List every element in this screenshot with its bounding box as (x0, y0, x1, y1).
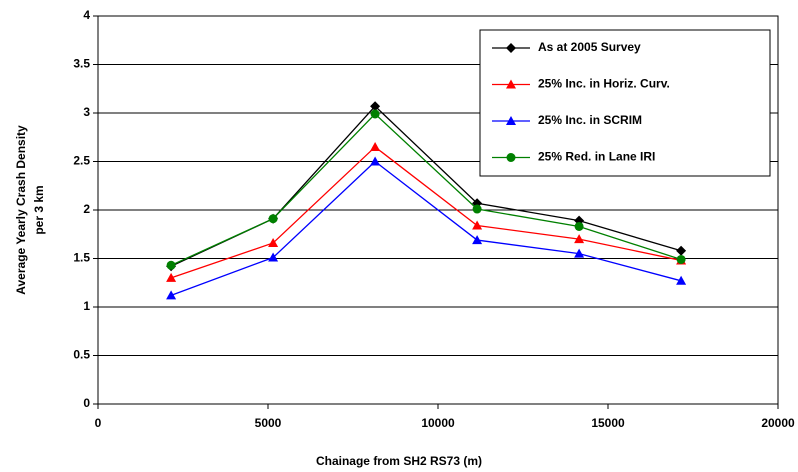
y-tick-label: 3.5 (73, 57, 90, 71)
series-line (170, 160, 682, 296)
legend-label: 25% Inc. in Horiz. Curv. (538, 77, 670, 91)
x-tick-label: 15000 (591, 416, 625, 430)
marker (472, 220, 483, 230)
marker (268, 252, 279, 262)
marker (472, 204, 482, 214)
legend-box (479, 29, 771, 177)
legend-marker (506, 79, 516, 89)
y-axis-title: per 3 km (32, 185, 46, 234)
marker (268, 214, 278, 224)
x-axis-title: Chainage from SH2 RS73 (m) (316, 454, 482, 468)
y-tick-label: 2 (83, 202, 90, 216)
legend-marker (506, 43, 516, 53)
y-tick-label: 4 (83, 8, 90, 22)
x-tick-label: 5000 (255, 416, 282, 430)
marker (472, 235, 483, 245)
marker (268, 237, 279, 247)
marker (370, 109, 380, 119)
y-tick-label: 2.5 (73, 154, 90, 168)
y-tick-label: 1 (83, 299, 90, 313)
marker (166, 290, 177, 300)
y-tick-label: 0.5 (73, 348, 90, 362)
x-tick-label: 10000 (421, 416, 455, 430)
legend-marker (506, 153, 516, 162)
marker (166, 272, 177, 282)
marker (574, 221, 584, 231)
x-tick-label: 0 (95, 416, 102, 430)
plot-frame (97, 15, 779, 405)
marker (676, 275, 687, 285)
legend-label: 25% Red. in Lane IRI (538, 150, 655, 164)
legend-label: As at 2005 Survey (538, 40, 641, 54)
y-tick-label: 3 (83, 105, 90, 119)
y-tick-label: 1.5 (73, 251, 90, 265)
series-line (170, 146, 682, 279)
marker (370, 141, 381, 151)
marker (370, 156, 381, 166)
series-line (170, 113, 682, 266)
marker (370, 101, 381, 112)
marker (676, 254, 686, 264)
y-axis-title: Average Yearly Crash Density (14, 125, 28, 295)
marker (676, 245, 687, 256)
legend-label: 25% Inc. in SCRIM (538, 113, 642, 127)
marker (574, 234, 585, 244)
legend-marker (506, 116, 516, 125)
x-tick-label: 20000 (761, 416, 795, 430)
marker (574, 248, 585, 258)
marker (166, 260, 176, 270)
y-tick-label: 0 (83, 396, 90, 410)
